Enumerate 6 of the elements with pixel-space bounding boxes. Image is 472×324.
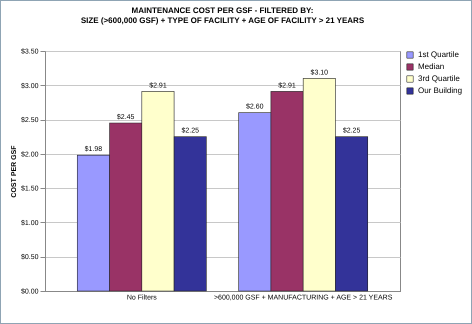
legend-label: 3rd Quartile [418, 74, 460, 83]
legend-label: 1st Quartile [418, 50, 460, 59]
text: MAINTENANCE COST PER GSF - FILTERED BY: [132, 6, 314, 15]
text: SIZE (>600,000 GSF) + TYPE OF FACILITY + AGE OF FACILITY > 21 YEARS [80, 16, 364, 25]
legend-label: Median [418, 62, 444, 71]
legend-label: Our Building [418, 86, 462, 95]
